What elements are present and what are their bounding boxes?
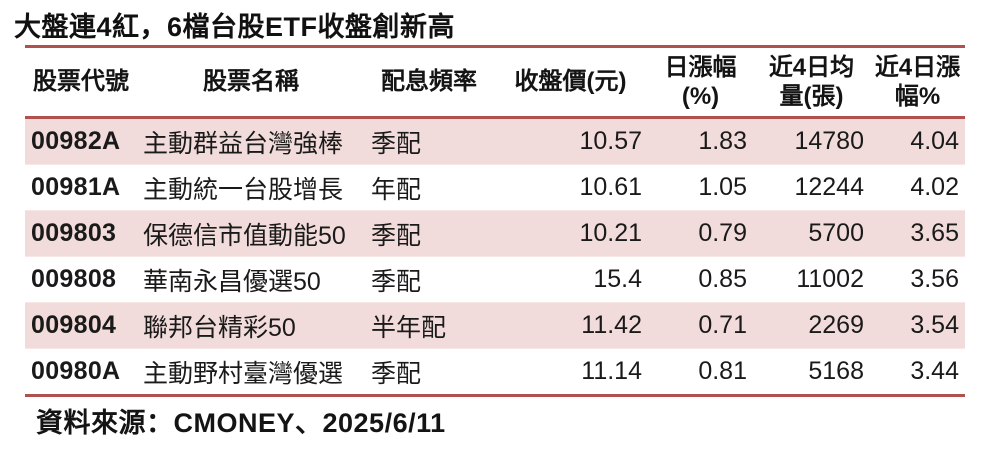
- table-body: 00982A 主動群益台灣強棒 季配 10.57 1.83 14780 4.04 00981A…: [25, 117, 965, 396]
- cell-avg-volume-4d: 12244: [753, 164, 870, 211]
- cell-daily-change: 0.85: [648, 256, 753, 303]
- cell-code: 00981A: [25, 164, 137, 211]
- cell-change-4d: 4.04: [870, 117, 965, 165]
- cell-dividend-frequency: 年配: [365, 164, 493, 211]
- column-header-avg-volume-4d: 近4日均 量(張): [753, 46, 870, 119]
- cell-close-price: 10.21: [493, 210, 648, 257]
- column-header-daily-change: 日漲幅 (%): [648, 46, 753, 119]
- cell-dividend-frequency: 季配: [365, 210, 493, 257]
- column-header-change-4d: 近4日漲 幅%: [870, 46, 965, 119]
- cell-code: 00980A: [25, 348, 137, 396]
- page-title: 大盤連4紅，6檔台股ETF收盤創新高: [14, 12, 456, 42]
- column-header-name: 股票名稱: [137, 46, 365, 119]
- cell-daily-change: 0.71: [648, 302, 753, 349]
- column-header-close-price: 收盤價(元): [493, 46, 648, 119]
- header-row: 股票代號 股票名稱 配息頻率 收盤價(元) 日漲幅 (%) 近4日均 量(張) 近4日漲 幅…: [25, 46, 965, 119]
- cell-code: 009808: [25, 256, 137, 303]
- cell-name: 聯邦台精彩50: [137, 302, 365, 349]
- cell-daily-change: 1.05: [648, 164, 753, 211]
- cell-avg-volume-4d: 14780: [753, 117, 870, 165]
- column-header-dividend-frequency: 配息頻率: [365, 46, 493, 119]
- cell-close-price: 11.14: [493, 348, 648, 396]
- etf-table: 股票代號 股票名稱 配息頻率 收盤價(元) 日漲幅 (%) 近4日均 量(張) 近4日漲 幅…: [25, 45, 965, 397]
- cell-dividend-frequency: 季配: [365, 256, 493, 303]
- cell-name: 華南永昌優選50: [137, 256, 365, 303]
- cell-change-4d: 3.54: [870, 302, 965, 349]
- cell-avg-volume-4d: 11002: [753, 256, 870, 303]
- table-row: 00980A 主動野村臺灣優選 季配 11.14 0.81 5168 3.44: [25, 348, 965, 396]
- cell-avg-volume-4d: 5168: [753, 348, 870, 396]
- table-row: 009804 聯邦台精彩50 半年配 11.42 0.71 2269 3.54: [25, 302, 965, 349]
- cell-name: 保德信市值動能50: [137, 210, 365, 257]
- cell-close-price: 11.42: [493, 302, 648, 349]
- cell-close-price: 10.61: [493, 164, 648, 211]
- cell-change-4d: 4.02: [870, 164, 965, 211]
- cell-name: 主動野村臺灣優選: [137, 348, 365, 396]
- cell-code: 009803: [25, 210, 137, 257]
- cell-change-4d: 3.56: [870, 256, 965, 303]
- cell-dividend-frequency: 季配: [365, 117, 493, 165]
- cell-avg-volume-4d: 2269: [753, 302, 870, 349]
- cell-change-4d: 3.44: [870, 348, 965, 396]
- cell-code: 00982A: [25, 117, 137, 165]
- cell-dividend-frequency: 季配: [365, 348, 493, 396]
- cell-daily-change: 0.79: [648, 210, 753, 257]
- table-row: 009808 華南永昌優選50 季配 15.4 0.85 11002 3.56: [25, 256, 965, 303]
- source-note: 資料來源：CMONEY、2025/6/11: [36, 408, 446, 438]
- cell-change-4d: 3.65: [870, 210, 965, 257]
- cell-name: 主動統一台股增長: [137, 164, 365, 211]
- cell-code: 009804: [25, 302, 137, 349]
- table-row: 009803 保德信市值動能50 季配 10.21 0.79 5700 3.65: [25, 210, 965, 257]
- cell-daily-change: 1.83: [648, 117, 753, 165]
- column-header-code: 股票代號: [25, 46, 137, 119]
- cell-close-price: 15.4: [493, 256, 648, 303]
- cell-close-price: 10.57: [493, 117, 648, 165]
- cell-dividend-frequency: 半年配: [365, 302, 493, 349]
- cell-name: 主動群益台灣強棒: [137, 117, 365, 165]
- table-row: 00981A 主動統一台股增長 年配 10.61 1.05 12244 4.02: [25, 164, 965, 211]
- etf-table-container: 股票代號 股票名稱 配息頻率 收盤價(元) 日漲幅 (%) 近4日均 量(張) 近4日漲 幅…: [25, 45, 965, 397]
- table-row: 00982A 主動群益台灣強棒 季配 10.57 1.83 14780 4.04: [25, 117, 965, 165]
- cell-daily-change: 0.81: [648, 348, 753, 396]
- table-header: 股票代號 股票名稱 配息頻率 收盤價(元) 日漲幅 (%) 近4日均 量(張) 近4日漲 幅…: [25, 46, 965, 119]
- cell-avg-volume-4d: 5700: [753, 210, 870, 257]
